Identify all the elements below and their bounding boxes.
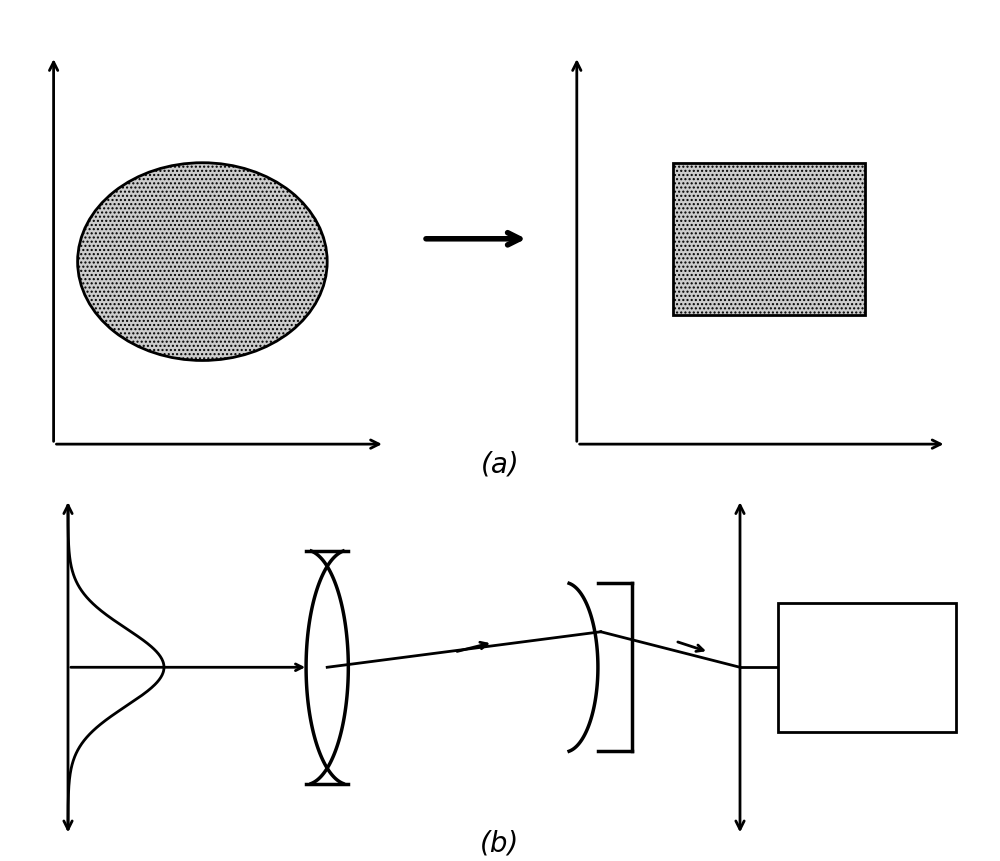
Text: (a): (a) [481, 450, 519, 479]
Circle shape [78, 163, 327, 361]
Bar [673, 163, 865, 315]
Bar [778, 603, 956, 732]
Text: (b): (b) [480, 830, 520, 858]
